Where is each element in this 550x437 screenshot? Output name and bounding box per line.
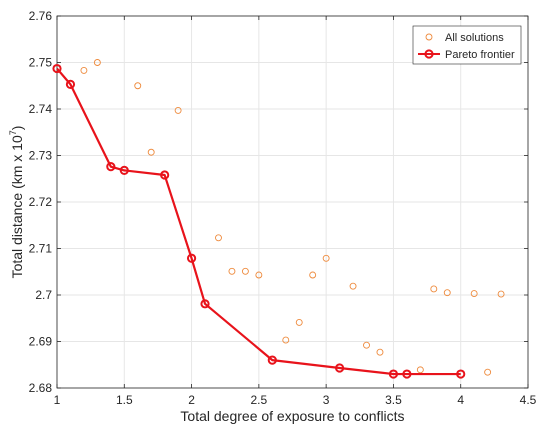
y-tick-label: 2.71	[29, 242, 53, 256]
x-tick-label: 3	[323, 393, 330, 407]
y-tick-label: 2.76	[29, 9, 53, 23]
axis-ticks: 1 1.5 2 2.5 3 3.5 4 4.5 2.68 2.69 2.7 2.71 2.72 2.73 2…	[29, 9, 537, 407]
solution-point	[134, 82, 142, 90]
solution-point	[147, 148, 155, 156]
solution-point	[497, 290, 505, 298]
solution-point	[470, 290, 478, 298]
solution-point	[80, 66, 88, 74]
x-tick-label: 4	[457, 393, 464, 407]
x-tick-label: 4.5	[520, 393, 537, 407]
y-tick-label: 2.68	[29, 381, 53, 395]
legend-entry: All solutions	[425, 32, 504, 44]
pareto-point	[160, 170, 170, 180]
solution-point	[309, 271, 317, 279]
pareto-point	[456, 369, 466, 379]
pareto-point	[402, 369, 412, 379]
pareto-point	[106, 162, 116, 172]
grid-lines	[56, 15, 529, 389]
data-series	[52, 59, 505, 379]
legend-entry: Pareto frontier	[418, 49, 515, 61]
pareto-point	[52, 63, 62, 74]
series-all-solutions	[80, 59, 505, 376]
y-axis-label-base: Total distance (km x 10	[9, 135, 25, 278]
legend: All solutions Pareto frontier	[412, 25, 522, 65]
solution-point	[255, 271, 263, 279]
solution-point	[484, 368, 492, 376]
x-tick-label: 3.5	[385, 393, 402, 407]
solution-point	[282, 336, 290, 344]
x-tick-label: 2	[188, 393, 195, 407]
y-tick-label: 2.75	[29, 56, 53, 70]
solution-point	[416, 366, 424, 374]
solution-point	[349, 282, 357, 290]
y-axis-label-exponent: 7	[8, 130, 18, 135]
series-pareto-frontier	[52, 63, 466, 379]
y-axis-label-tail: )	[9, 126, 25, 131]
x-tick-label: 2.5	[251, 393, 268, 407]
pareto-line	[56, 67, 461, 376]
pareto-point	[119, 165, 129, 175]
solution-point	[363, 341, 370, 349]
pareto-point	[186, 253, 197, 263]
solution-point	[322, 254, 330, 262]
legend-label: Pareto frontier	[445, 49, 515, 61]
y-tick-label: 2.72	[29, 195, 53, 209]
pareto-point	[267, 355, 277, 365]
pareto-point	[388, 369, 399, 379]
x-axis-label: Total degree of exposure to conflicts	[180, 408, 404, 424]
pareto-point	[65, 79, 76, 89]
legend-label: All solutions	[445, 32, 504, 44]
pareto-point	[335, 363, 345, 373]
solution-point	[228, 267, 236, 275]
pareto-point	[200, 299, 210, 309]
solution-point	[295, 318, 303, 326]
legend-marker	[424, 49, 434, 59]
x-tick-label: 1	[54, 393, 61, 407]
y-tick-label: 2.69	[29, 335, 53, 349]
solution-point	[174, 106, 182, 114]
solution-point	[215, 234, 222, 242]
y-tick-label: 2.74	[29, 102, 53, 116]
solution-point	[430, 285, 438, 293]
x-tick-label: 1.5	[116, 393, 133, 407]
solution-point	[443, 289, 451, 297]
solution-point	[376, 348, 384, 356]
legend-marker	[425, 33, 433, 41]
y-tick-label: 2.7	[35, 288, 52, 302]
legend-entries: All solutions Pareto frontier	[418, 32, 515, 61]
y-tick-label: 2.73	[29, 149, 53, 163]
solution-point	[241, 267, 249, 275]
solution-point	[93, 59, 101, 66]
y-axis-label: Total distance (km x 107)	[8, 126, 25, 279]
